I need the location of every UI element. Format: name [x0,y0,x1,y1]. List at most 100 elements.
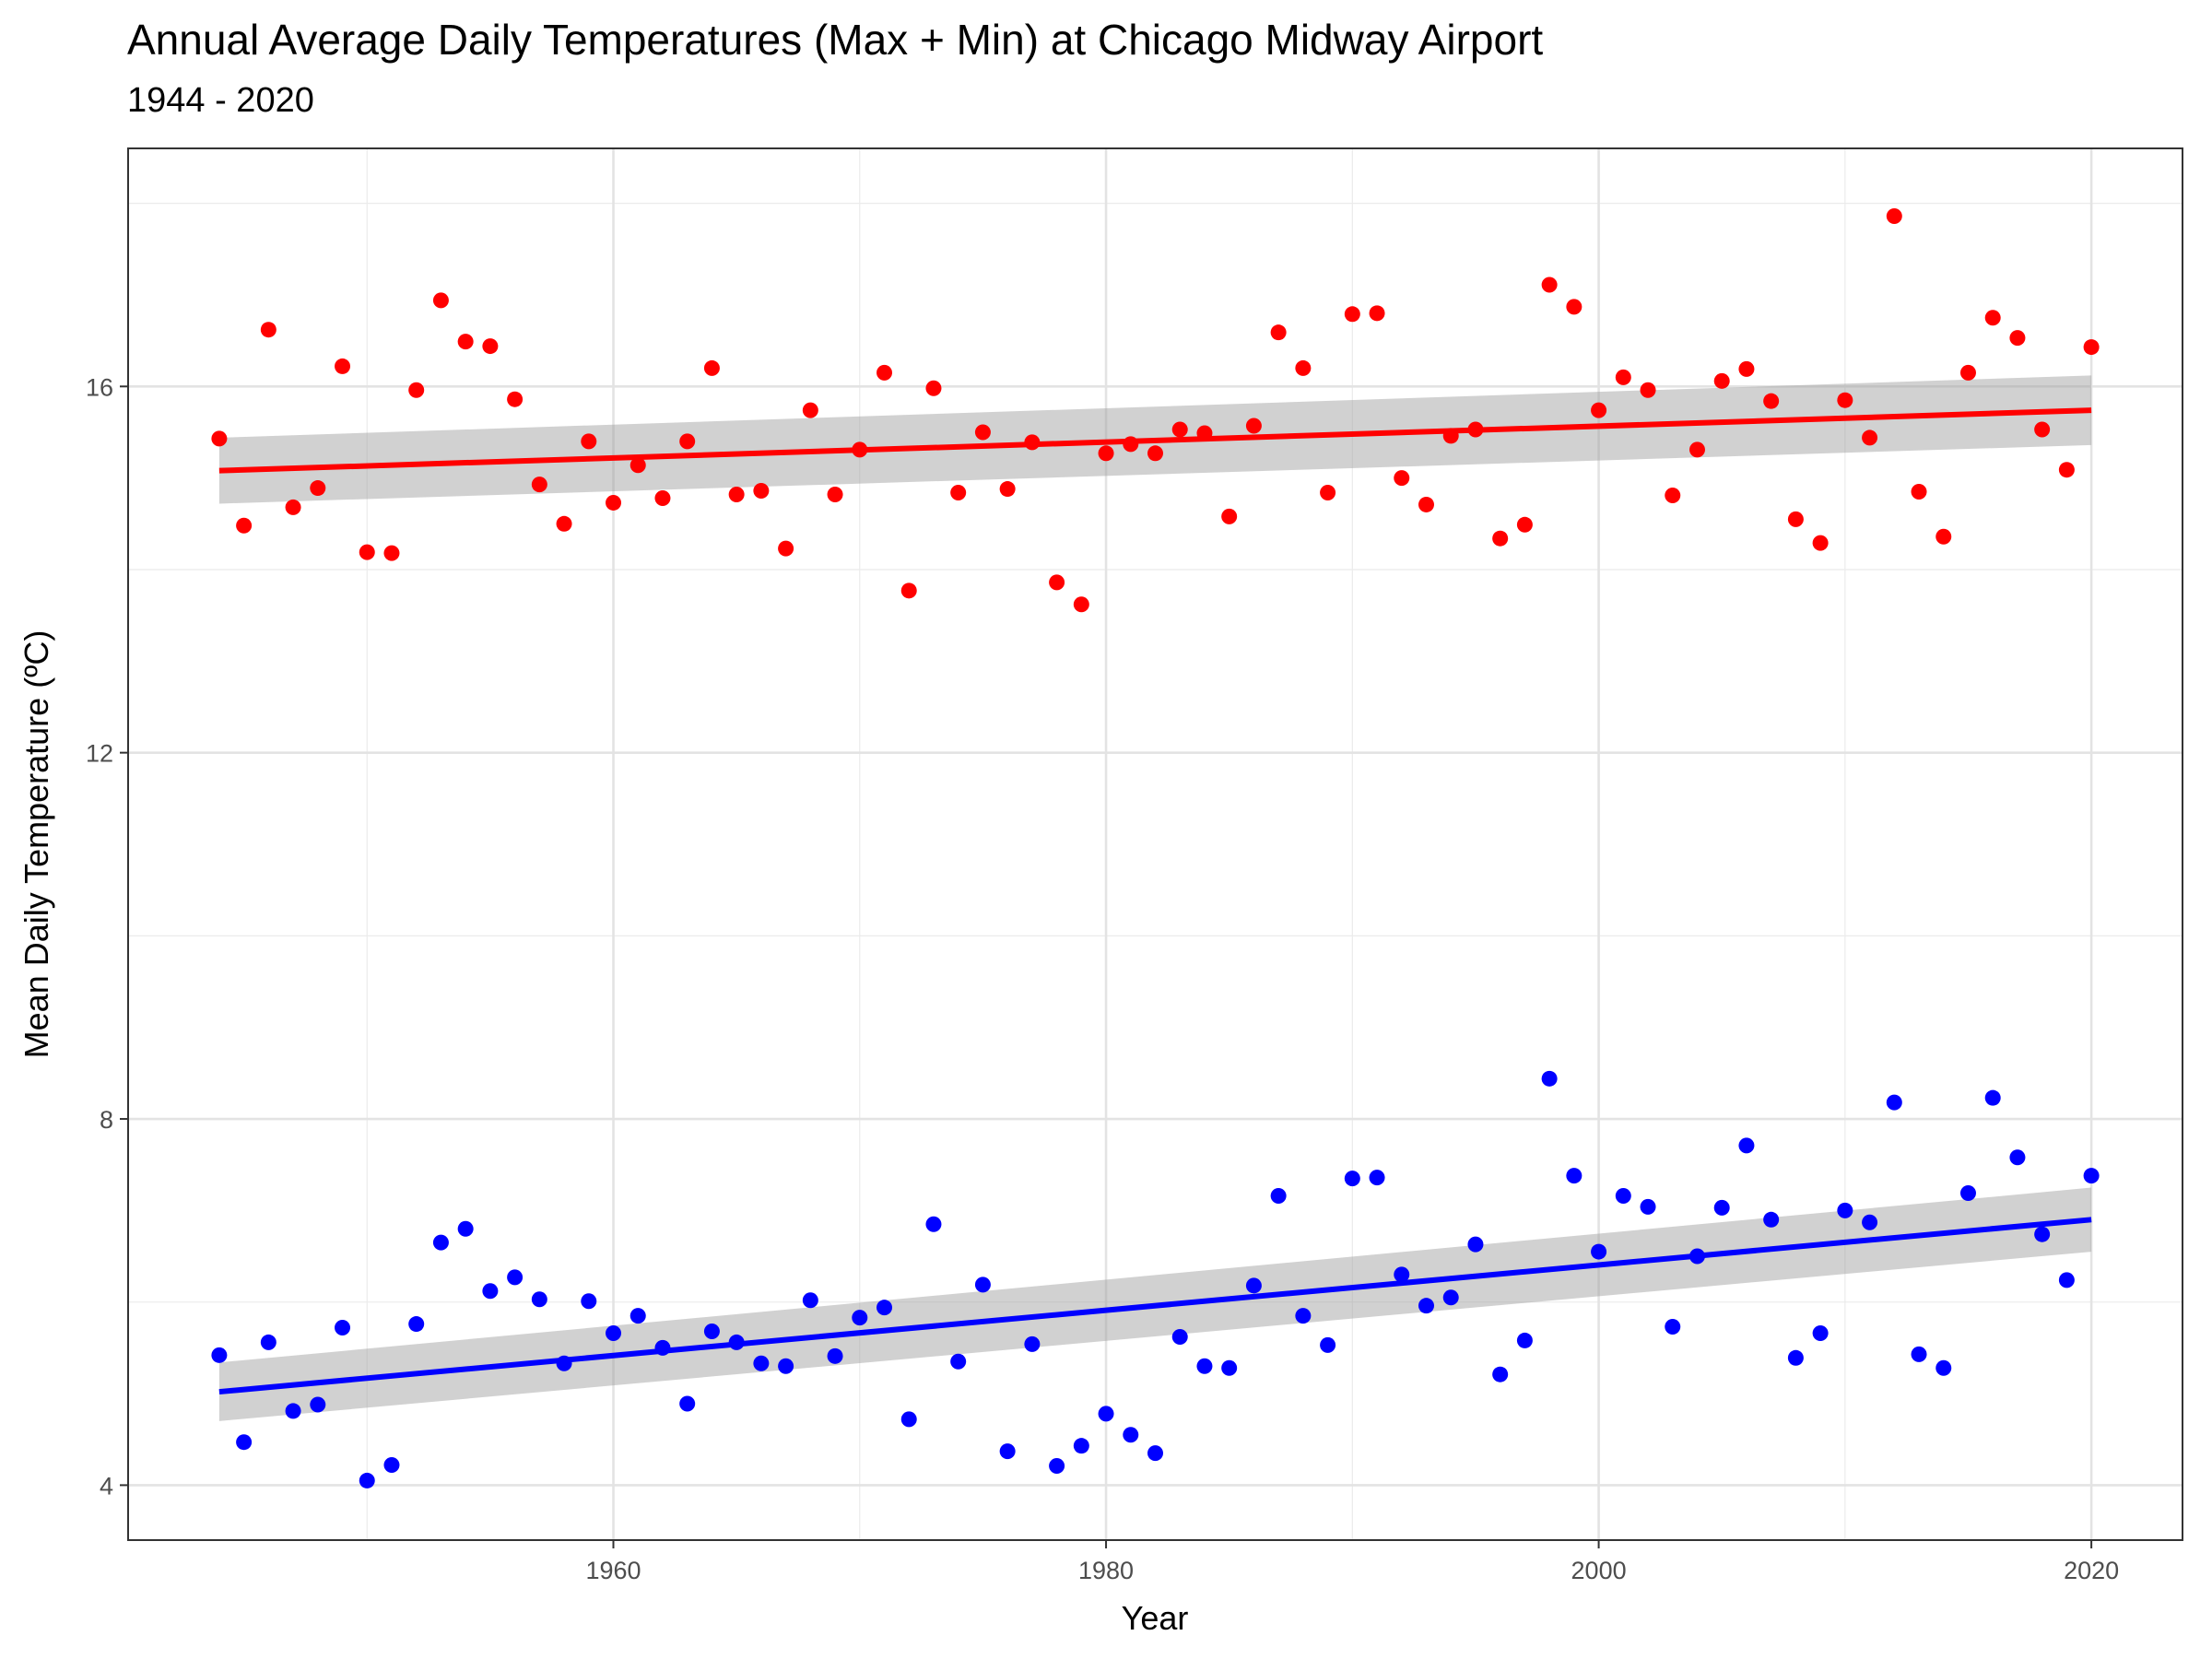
data-point [852,1310,868,1326]
data-point [1812,535,1829,551]
data-point [1418,496,1434,512]
y-tick-label: 4 [100,1472,113,1500]
data-point [1221,1359,1238,1376]
data-point [310,1396,326,1413]
y-tick-label: 12 [86,740,113,768]
data-point [1394,1266,1410,1283]
data-point [753,483,770,500]
data-point [728,487,745,503]
data-point [606,494,622,511]
data-point [531,477,547,493]
data-point [1541,276,1558,293]
minor-gridlines [128,148,2183,1540]
data-points [211,208,2100,1488]
data-point [211,430,228,447]
x-axis-title: Year [1122,1599,1189,1637]
trend-line-1 [218,407,2092,474]
data-point [778,1358,794,1374]
data-point [432,292,449,309]
data-point [1492,1366,1509,1382]
data-point [310,480,326,497]
data-point [1738,360,1755,377]
data-point [1911,1346,1927,1362]
data-point [654,489,671,506]
data-point [1566,299,1583,315]
data-point [1344,306,1360,323]
data-point [432,1234,449,1251]
data-point [236,517,253,534]
data-point [1270,1187,1287,1204]
data-point [1418,1298,1434,1314]
data-point [211,1347,228,1363]
data-point [1369,1170,1385,1186]
y-tick-label: 8 [100,1106,113,1134]
data-point [1984,310,2001,326]
data-point [1640,1198,1656,1215]
data-point [260,1334,276,1350]
data-point [260,322,276,338]
data-point [1295,1308,1312,1324]
data-point [1320,1336,1336,1353]
data-point [581,1293,597,1310]
data-point [1369,305,1385,322]
data-point [1098,1406,1114,1422]
data-point [507,1269,524,1286]
data-point [1516,1332,1533,1348]
data-point [1936,528,1952,545]
data-point [1688,441,1705,458]
data-point [753,1355,770,1371]
trend-lines [218,407,2092,1395]
data-point [629,457,646,474]
data-point [1171,1328,1188,1345]
data-point [1516,516,1533,533]
data-point [900,582,917,599]
data-point [1837,392,1853,408]
data-point [1049,574,1065,591]
data-point [1320,485,1336,501]
data-point [457,1220,474,1237]
data-point [1073,596,1089,613]
data-point [1245,1277,1262,1294]
data-point [1862,429,1878,446]
data-point [1073,1438,1089,1454]
data-point [1344,1171,1360,1187]
data-point [1541,1070,1558,1087]
data-point [285,1403,301,1419]
data-point [1196,1358,1213,1374]
data-point [1837,1202,1853,1218]
data-point [556,515,572,532]
chart-subtitle: 1944 - 2020 [127,81,314,120]
x-tick-label: 1960 [585,1557,641,1584]
major-gridlines [128,148,2183,1540]
data-point [925,1216,942,1232]
data-point [1665,1319,1681,1335]
data-point [827,1347,843,1364]
data-point [1787,511,1804,527]
data-point [1467,1236,1484,1253]
data-point [2034,421,2051,438]
data-point [482,1283,499,1300]
data-point [1713,1199,1730,1216]
data-point [1147,1445,1163,1462]
data-point [778,540,794,557]
trend-line-2 [218,1217,2092,1395]
data-point [900,1411,917,1428]
data-point [1591,1243,1607,1260]
data-point [974,424,991,441]
data-point [2009,330,2026,347]
data-point [1615,1187,1631,1204]
data-point [1665,488,1681,504]
y-axis-title: Mean Daily Temperature (ºC) [18,630,55,1059]
data-point [1566,1168,1583,1184]
data-point [877,364,893,381]
data-point [703,359,720,376]
data-point [827,487,843,503]
x-tick-label: 1980 [1078,1557,1134,1584]
data-point [999,481,1016,498]
data-point [802,402,818,418]
data-point [335,1320,351,1336]
data-point [236,1434,253,1451]
data-point [1640,382,1656,398]
data-point [629,1308,646,1324]
